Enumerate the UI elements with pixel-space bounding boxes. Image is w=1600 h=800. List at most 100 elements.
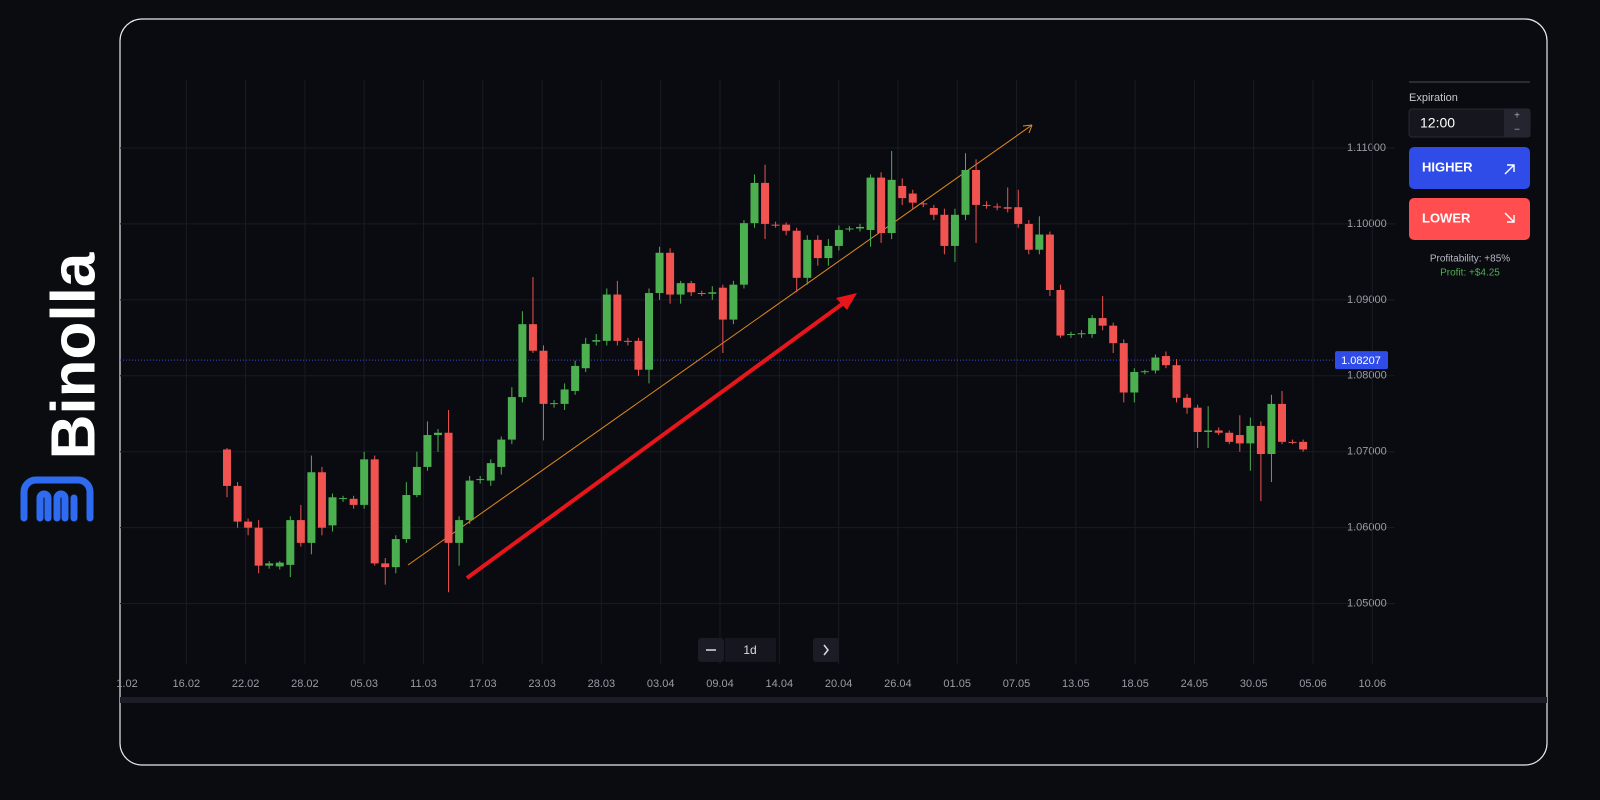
candle-body: [834, 229, 843, 246]
candle-body: [391, 539, 400, 568]
up-icon: [1504, 164, 1515, 175]
candle-body: [613, 294, 622, 341]
candle-body: [1130, 371, 1139, 393]
down-icon: [1504, 212, 1515, 223]
candle-body: [444, 432, 453, 543]
candle-body: [233, 485, 242, 522]
candle-body: [940, 214, 949, 246]
x-tick-label: 03.04: [647, 678, 675, 690]
trend-line-head: [1022, 124, 1033, 134]
next[interactable]: [813, 638, 839, 662]
candle-body: [655, 252, 664, 294]
trend-arrow: [465, 300, 847, 580]
candle-body: [465, 480, 474, 521]
brand-logo: [20, 476, 94, 522]
expiration-label: Expiration: [1409, 92, 1458, 104]
candle-body: [1151, 357, 1160, 371]
candle-body: [898, 185, 907, 199]
candle-body: [592, 340, 601, 342]
candle-body: [750, 182, 759, 224]
candle-body: [244, 521, 253, 528]
candle-body: [739, 223, 748, 285]
higher-button[interactable]: [1409, 147, 1530, 189]
candle-body: [1267, 403, 1276, 455]
y-tick-label: 1.07000: [1347, 446, 1387, 458]
candle-body: [676, 283, 685, 295]
current-price-label: 1.08207: [1341, 355, 1381, 367]
x-tick-label: 23.03: [528, 678, 556, 690]
x-tick-label: 28.03: [588, 678, 616, 690]
candle-body: [1024, 223, 1033, 250]
candle-body: [993, 206, 1002, 208]
candle-body: [1056, 289, 1065, 336]
candle-body: [370, 459, 379, 564]
x-tick-label: 01.05: [943, 678, 971, 690]
lower-label: LOWER: [1422, 210, 1471, 225]
frame: [119, 18, 1548, 766]
chevron-icon: [823, 644, 829, 656]
plus[interactable]: +: [1514, 111, 1520, 122]
candle-body: [718, 287, 727, 320]
timeframe-box[interactable]: [725, 638, 776, 662]
candle-body: [486, 463, 495, 481]
candle-body: [908, 193, 917, 203]
candle-body: [666, 252, 675, 295]
candle-body: [803, 239, 812, 278]
x-tick-label: 14.04: [766, 678, 794, 690]
candle-body: [317, 472, 326, 528]
candle-body: [307, 472, 316, 543]
x-tick-label: 13.05: [1062, 678, 1090, 690]
candle-body: [1172, 365, 1181, 398]
candle-body: [687, 283, 696, 293]
x-tick-label: 28.02: [291, 678, 319, 690]
candle-body: [1278, 403, 1286, 442]
candle-body: [782, 224, 791, 231]
candle-body: [455, 520, 464, 543]
x-tick-label: 05.06: [1299, 678, 1327, 690]
x-tick-label: 30.05: [1240, 678, 1268, 690]
higher-label: HIGHER: [1422, 159, 1473, 174]
brand-name: Binolla: [39, 252, 108, 459]
candle-body: [381, 563, 390, 568]
x-tick-label: 22.02: [232, 678, 260, 690]
x-tick-label: 11.03: [410, 678, 437, 690]
candle-body: [634, 340, 643, 370]
x-tick-label: 18.05: [1121, 678, 1149, 690]
expiration-value: 12:00: [1420, 115, 1455, 131]
candle-body: [1098, 318, 1107, 326]
x-tick-label: 10.06: [1359, 678, 1387, 690]
candle-body: [1077, 333, 1086, 335]
candle-body: [1088, 318, 1097, 335]
candle-body: [729, 284, 738, 320]
x-tick-label: 09.04: [706, 678, 734, 690]
candle-body: [1183, 397, 1192, 408]
minus[interactable]: −: [1514, 125, 1520, 136]
candle-body: [697, 293, 706, 295]
candle-body: [1067, 334, 1075, 336]
candle-body: [761, 182, 770, 224]
candle-body: [1119, 343, 1128, 393]
x-tick-label: 20.04: [825, 678, 853, 690]
candle-body: [275, 562, 284, 567]
candle-body: [339, 498, 348, 500]
lower-button[interactable]: [1409, 198, 1530, 240]
divider: [120, 697, 1547, 703]
candle-body: [1256, 425, 1265, 455]
candle-body: [1161, 356, 1170, 366]
candle-body: [550, 403, 559, 405]
candle-body: [1045, 234, 1054, 290]
candle-body: [1109, 325, 1118, 344]
x-tick-label: 17.03: [469, 678, 497, 690]
candle-body: [1214, 430, 1223, 433]
x-tick-label: 07.05: [1003, 678, 1031, 690]
x-tick-label: 16.02: [173, 678, 201, 690]
candle-body: [423, 435, 432, 467]
stepper[interactable]: [1504, 109, 1530, 137]
candle-body: [265, 563, 274, 566]
candle-body: [560, 389, 569, 404]
candle-body: [866, 177, 875, 230]
candle-body: [813, 239, 822, 259]
candle-body: [571, 365, 580, 391]
